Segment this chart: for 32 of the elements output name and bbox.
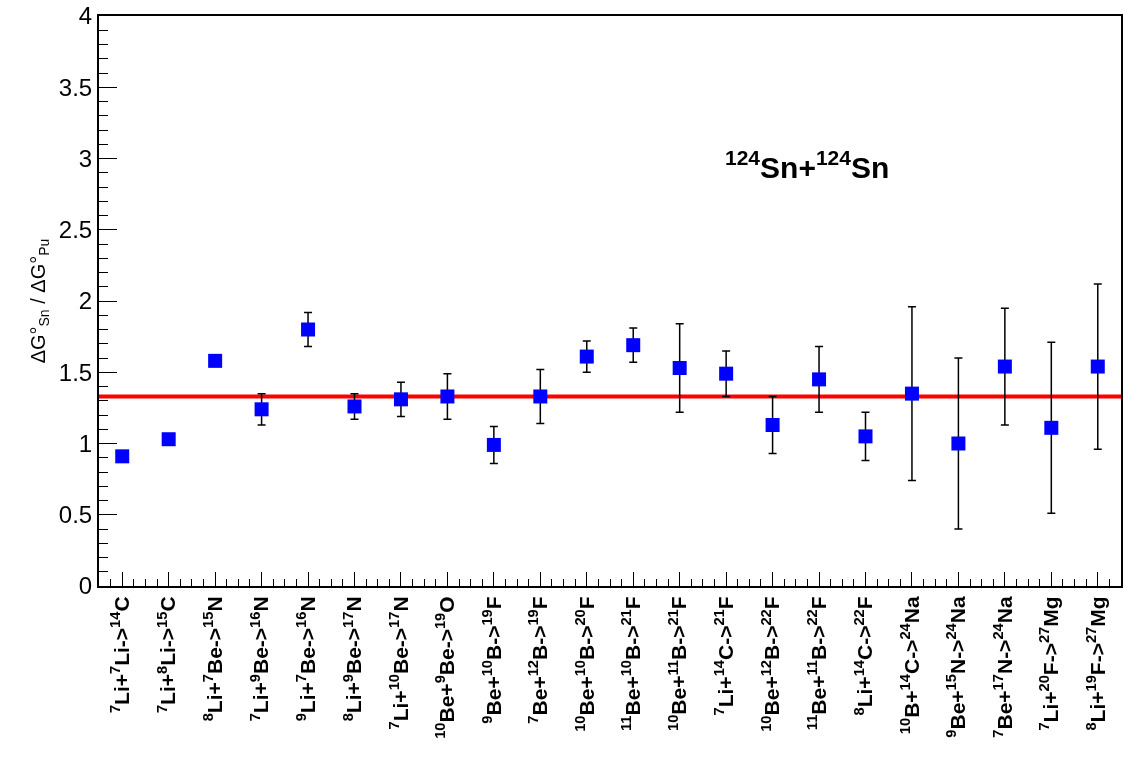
point [208, 353, 223, 368]
y-tick-label: 3 [78, 144, 93, 172]
point [161, 432, 176, 447]
point [765, 417, 780, 432]
point [719, 366, 734, 381]
point [393, 392, 408, 407]
point [301, 322, 316, 337]
point [1090, 359, 1105, 374]
y-tick-label: 0.5 [58, 501, 93, 529]
y-tick-label: 1 [78, 429, 93, 457]
point [347, 399, 362, 414]
y-tick-label: 3.5 [58, 73, 93, 101]
point [626, 338, 641, 353]
y-tick-label: 2 [78, 287, 93, 315]
point [997, 359, 1012, 374]
y-tick-label: 1.5 [58, 358, 93, 386]
point [440, 389, 455, 404]
point [951, 436, 966, 451]
y-tick-label: 4 [78, 2, 93, 30]
point [254, 402, 269, 417]
point [812, 372, 827, 387]
point [486, 437, 501, 452]
y-tick-label: 0 [78, 572, 93, 600]
point [579, 349, 594, 364]
annotation: $^{124}$Sn+$^{124}$Sn [725, 146, 890, 184]
point [115, 449, 130, 464]
point [904, 386, 919, 401]
point [533, 389, 548, 404]
point [1044, 420, 1059, 435]
y-tick-label: 2.5 [58, 216, 93, 244]
point [672, 360, 687, 375]
point [858, 429, 873, 444]
